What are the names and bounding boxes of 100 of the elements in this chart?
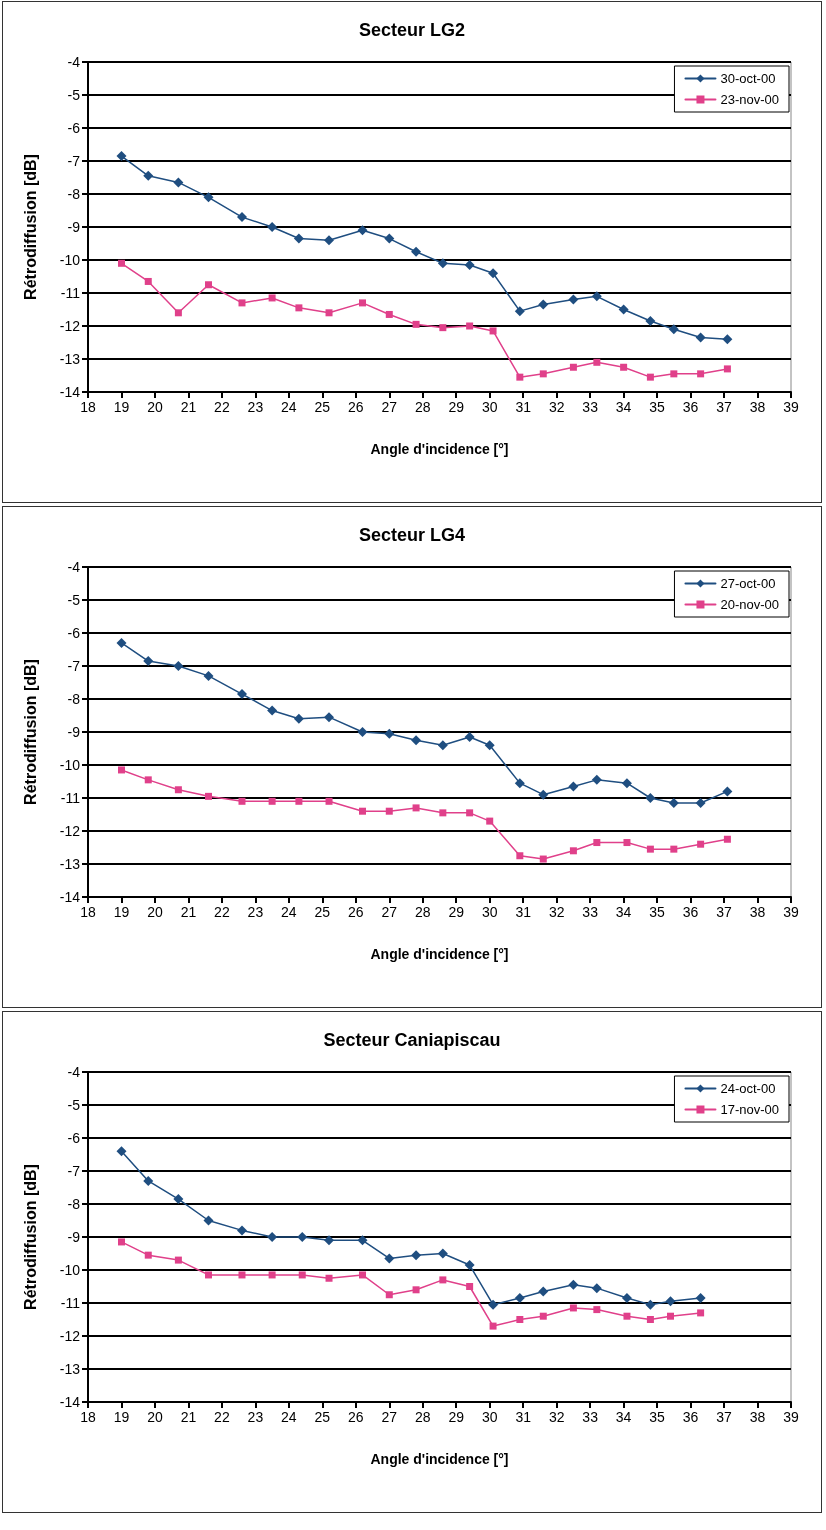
y-tick-label: -10: [59, 1262, 81, 1278]
y-tick-label: -5: [67, 87, 81, 103]
point: [666, 1312, 674, 1320]
point: [466, 322, 474, 330]
y-tick-label: -6: [67, 120, 81, 136]
y-tick-label: -14: [59, 1394, 81, 1410]
point: [384, 1253, 395, 1264]
y-tick-label: -13: [59, 856, 81, 872]
point: [593, 358, 601, 366]
point: [203, 192, 214, 203]
x-tick-label: 28: [414, 904, 431, 920]
point: [236, 212, 247, 223]
x-tick-label: 20: [147, 904, 163, 920]
point: [411, 246, 422, 257]
x-tick-label: 30: [481, 904, 498, 920]
x-tick-label: 35: [649, 904, 666, 920]
point: [205, 1271, 213, 1279]
point: [695, 1293, 706, 1304]
point: [359, 299, 366, 307]
point: [568, 781, 579, 792]
point: [268, 294, 276, 302]
point: [621, 778, 632, 789]
point: [324, 712, 335, 723]
point: [236, 689, 247, 700]
point: [514, 778, 525, 789]
y-tick-label: -7: [67, 1163, 81, 1179]
x-tick-label: 26: [348, 399, 364, 415]
point: [668, 797, 679, 808]
point: [117, 766, 125, 774]
x-tick-label: 36: [682, 904, 699, 920]
x-tick-label: 28: [414, 1409, 431, 1425]
point: [618, 304, 629, 315]
x-tick-label: 31: [515, 904, 532, 920]
point: [466, 809, 474, 817]
legend-label: 24-oct-00: [720, 1081, 776, 1096]
point: [569, 1304, 577, 1312]
legend-label: 30-oct-00: [720, 71, 776, 86]
point: [489, 327, 497, 335]
point: [697, 840, 705, 848]
point: [439, 1276, 447, 1284]
x-tick-label: 33: [582, 904, 599, 920]
point: [359, 807, 366, 815]
point: [384, 728, 395, 739]
point: [238, 299, 246, 307]
x-tick-label: 38: [749, 904, 766, 920]
y-axis-title: Rétrodiffusion [dB]: [21, 154, 39, 300]
point: [538, 789, 549, 800]
point: [173, 661, 184, 671]
point: [668, 324, 679, 335]
x-tick-label: 32: [548, 399, 565, 415]
y-tick-label: -5: [67, 1097, 81, 1113]
point: [514, 306, 525, 317]
x-tick-label: 25: [314, 399, 331, 415]
x-tick-label: 37: [716, 1409, 733, 1425]
point: [412, 320, 420, 328]
point: [268, 1271, 276, 1279]
x-tick-label: 29: [448, 399, 465, 415]
x-tick-label: 18: [80, 399, 96, 415]
point: [267, 222, 278, 232]
point: [437, 258, 448, 269]
x-tick-label: 34: [615, 904, 632, 920]
y-tick-label: -6: [67, 1130, 81, 1146]
x-tick-label: 19: [113, 1409, 130, 1425]
x-axis-title: Angle d'incidence [°]: [370, 946, 509, 962]
y-tick-label: -13: [59, 1361, 81, 1377]
x-tick-label: 23: [247, 1409, 264, 1425]
point: [593, 839, 601, 847]
point: [411, 735, 422, 746]
point: [205, 792, 213, 800]
point: [173, 1194, 184, 1205]
point: [593, 1306, 601, 1314]
y-tick-label: -6: [67, 625, 81, 641]
point: [486, 817, 494, 825]
x-tick-label: 32: [548, 1409, 565, 1425]
y-tick-label: -10: [59, 757, 81, 773]
x-tick-label: 38: [749, 399, 766, 415]
point: [324, 235, 335, 246]
x-tick-label: 39: [783, 1409, 799, 1425]
y-tick-label: -8: [67, 691, 81, 707]
legend-label: 27-oct-00: [720, 576, 776, 591]
point: [412, 804, 420, 812]
x-tick-label: 31: [515, 1409, 532, 1425]
y-axis-title: Rétrodiffusion [dB]: [21, 659, 39, 805]
point: [484, 740, 495, 751]
x-tick-label: 22: [214, 904, 230, 920]
point: [488, 268, 499, 279]
x-tick-label: 25: [314, 904, 331, 920]
point: [568, 294, 579, 305]
point: [645, 316, 656, 327]
point: [268, 797, 276, 805]
x-tick-label: 31: [515, 399, 532, 415]
chart-title: Secteur LG2: [358, 20, 466, 40]
point: [117, 259, 125, 267]
x-tick-label: 24: [281, 1409, 297, 1425]
point: [646, 373, 654, 381]
y-tick-label: -9: [67, 724, 81, 740]
y-tick-label: -4: [67, 54, 81, 70]
point: [695, 797, 706, 808]
x-tick-label: 23: [247, 904, 264, 920]
point: [516, 852, 524, 860]
